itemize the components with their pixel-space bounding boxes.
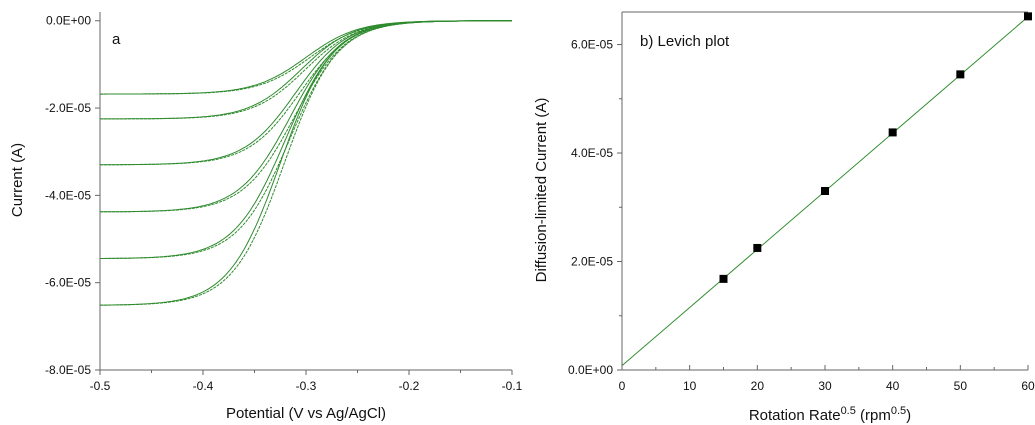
panel-a-x-tick-label: -0.4 <box>193 379 214 393</box>
panel-b-x-tick-label: 30 <box>818 379 832 393</box>
panel-a-x-tick-label: -0.3 <box>296 379 317 393</box>
panel-a-curve <box>100 20 512 213</box>
panel-a-label: a <box>112 31 121 48</box>
panel-b-point <box>888 128 897 137</box>
panel-b-x-tick-label: 0 <box>619 379 626 393</box>
panel-b-point <box>753 243 762 252</box>
panel-b-x-title-end: ) <box>906 407 911 424</box>
panel-b-x-tick-label: 50 <box>954 379 968 393</box>
panel-b-point <box>1024 12 1032 21</box>
panel-a-x-ticks: -0.5 -0.4 -0.3 -0.2 -0.1 <box>90 370 523 393</box>
panel-b-points <box>719 12 1032 283</box>
panel-b-y-title: Diffusion-limited Current (A) <box>533 98 550 283</box>
panel-a-y-tick-label: 0.0E+00 <box>46 14 91 28</box>
panel-b-x-tick-label: 20 <box>751 379 765 393</box>
panel-b-x-title: Rotation Rate0.5 (rpm0.5) <box>749 405 911 424</box>
panel-a-curves <box>99 20 512 306</box>
panel-a-curve <box>100 20 512 95</box>
panel-a-x-tick-label: -0.2 <box>399 379 420 393</box>
panel-b-y-tick-label: 6.0E-05 <box>571 38 613 52</box>
panel-a-curve <box>100 20 512 120</box>
panel-b-label: b) Levich plot <box>640 33 730 50</box>
panel-a-y-tick-label: -8.0E-05 <box>45 363 91 377</box>
panel-b-x-title-mid: (rpm <box>856 407 891 424</box>
panel-a: a -0.5 -0.4 -0.3 -0.2 -0.1 0.0E+00 -2.0E-05 -4… <box>9 12 523 422</box>
panel-a-curve <box>100 20 512 259</box>
panel-a-curve <box>100 20 512 259</box>
panel-b-x-title-sup2: 0.5 <box>891 405 906 417</box>
panel-a-curve <box>99 20 512 306</box>
panel-a-curve <box>100 20 512 120</box>
panel-a-curve <box>100 20 512 306</box>
panel-a-y-tick-label: -6.0E-05 <box>45 276 91 290</box>
panel-a-x-tick-label: -0.5 <box>90 379 111 393</box>
panel-b-point <box>719 274 728 283</box>
panel-b: b) Levich plot 0 10 20 30 40 50 60 0.0E+00 2.0E… <box>533 11 1035 424</box>
panel-a-x-title: Potential (V vs Ag/AgCl) <box>226 405 386 422</box>
panel-a-curve <box>99 20 512 213</box>
panel-b-y-tick-label: 4.0E-05 <box>571 146 613 160</box>
panel-b-y-tick-label: 2.0E-05 <box>571 255 613 269</box>
panel-b-point <box>956 70 965 79</box>
panel-b-x-title-sup1: 0.5 <box>841 405 856 417</box>
panel-a-curve <box>100 20 512 166</box>
panel-b-point <box>821 187 829 195</box>
panel-a-y-tick-label: -2.0E-05 <box>45 101 91 115</box>
panel-a-y-tick-label: -4.0E-05 <box>45 188 91 202</box>
panel-b-y-tick-label: 0.0E+00 <box>568 363 613 377</box>
panel-b-x-tick-label: 40 <box>886 379 900 393</box>
panel-b-x-tick-label: 60 <box>1021 379 1035 393</box>
panel-a-curve <box>100 20 512 95</box>
panel-b-y-ticks: 0.0E+00 2.0E-05 4.0E-05 6.0E-05 <box>568 38 622 377</box>
panel-a-curve <box>100 20 512 166</box>
panel-a-axes <box>99 12 512 371</box>
panel-b-x-title-base: Rotation Rate <box>749 407 841 424</box>
panel-a-x-tick-label: -0.1 <box>502 379 523 393</box>
panel-a-y-ticks: 0.0E+00 -2.0E-05 -4.0E-05 -6.0E-05 -8.0E-05 <box>45 14 100 377</box>
panel-a-y-title: Current (A) <box>9 143 26 217</box>
panel-b-x-tick-label: 10 <box>683 379 697 393</box>
panel-b-x-ticks: 0 10 20 30 40 50 60 <box>619 365 1035 393</box>
